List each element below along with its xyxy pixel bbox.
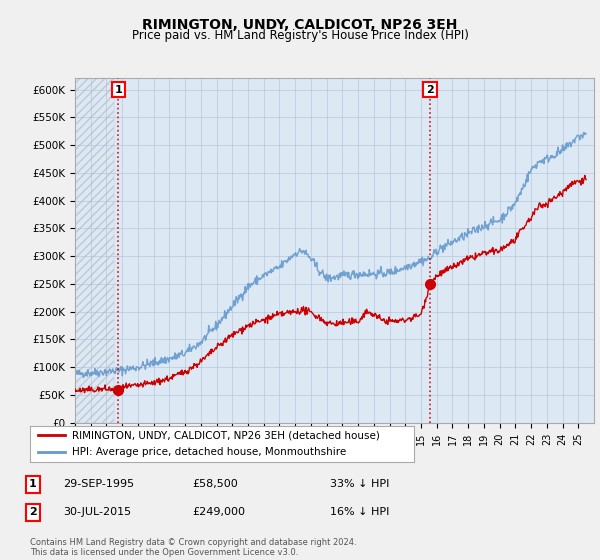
Text: 2: 2 [426, 85, 434, 95]
Text: RIMINGTON, UNDY, CALDICOT, NP26 3EH: RIMINGTON, UNDY, CALDICOT, NP26 3EH [142, 18, 458, 32]
Text: 33% ↓ HPI: 33% ↓ HPI [330, 479, 389, 489]
Text: £249,000: £249,000 [192, 507, 245, 517]
Text: Price paid vs. HM Land Registry's House Price Index (HPI): Price paid vs. HM Land Registry's House … [131, 29, 469, 42]
Text: HPI: Average price, detached house, Monmouthshire: HPI: Average price, detached house, Monm… [72, 447, 346, 457]
Text: 1: 1 [29, 479, 37, 489]
Text: £58,500: £58,500 [192, 479, 238, 489]
Text: 2: 2 [29, 507, 37, 517]
Text: RIMINGTON, UNDY, CALDICOT, NP26 3EH (detached house): RIMINGTON, UNDY, CALDICOT, NP26 3EH (det… [72, 431, 380, 440]
Text: 30-JUL-2015: 30-JUL-2015 [63, 507, 131, 517]
Text: 16% ↓ HPI: 16% ↓ HPI [330, 507, 389, 517]
Text: Contains HM Land Registry data © Crown copyright and database right 2024.
This d: Contains HM Land Registry data © Crown c… [30, 538, 356, 557]
Text: 1: 1 [115, 85, 122, 95]
Text: 29-SEP-1995: 29-SEP-1995 [63, 479, 134, 489]
